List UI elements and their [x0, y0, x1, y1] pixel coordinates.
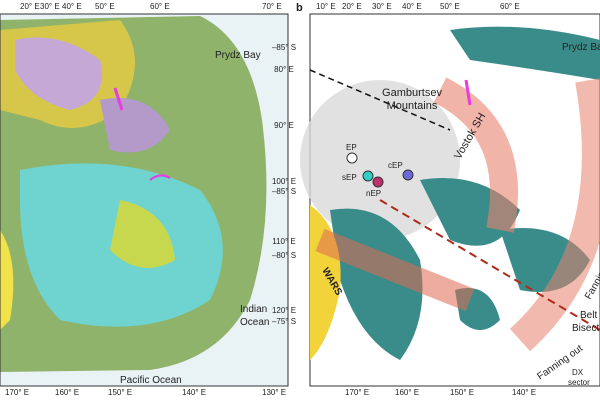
- coast: [0, 230, 14, 330]
- coordinate-label: 90° E: [274, 121, 294, 130]
- coordinate-label: –85° S: [272, 43, 296, 52]
- terrane: [450, 26, 600, 81]
- highland: [110, 200, 175, 268]
- mountains: [100, 98, 170, 153]
- longitude-label: 140° E: [512, 388, 536, 397]
- bisector-line: [379, 199, 600, 331]
- longitude-label: 60° E: [500, 2, 520, 11]
- longitude-label: 70° E: [262, 2, 282, 11]
- panel-label: b: [296, 2, 303, 14]
- pole-label: nEP: [366, 189, 381, 198]
- longitude-label: 40° E: [402, 2, 422, 11]
- place-label: Ocean: [240, 317, 269, 328]
- longitude-label: 150° E: [108, 388, 132, 397]
- panel-a-map: [0, 14, 288, 386]
- longitude-label: 170° E: [5, 388, 29, 397]
- pole-label: cEP: [388, 161, 403, 170]
- place-label: Pacific Ocean: [120, 375, 182, 386]
- panel-a-frame: [0, 13, 289, 387]
- feature-line: [113, 87, 124, 111]
- longitude-label: 140° E: [182, 388, 206, 397]
- feature-line: [149, 174, 171, 181]
- place-label: Gamburtsev: [382, 87, 442, 99]
- panel-a-labels: 20° E 30° E 40° E 50° E 60° E 70° E 170°…: [5, 2, 286, 397]
- belt: [315, 228, 475, 312]
- longitude-label: 40° E: [62, 2, 82, 11]
- longitude-label: 50° E: [440, 2, 460, 11]
- longitude-label: 60° E: [150, 2, 170, 11]
- pole-nep: [372, 176, 384, 188]
- longitude-label: 10° E: [316, 2, 336, 11]
- place-label: Indian: [240, 304, 267, 315]
- coordinate-label: 100° E: [272, 177, 296, 186]
- longitude-label: 150° E: [450, 388, 474, 397]
- place-label: Mountains: [387, 100, 438, 112]
- panel-b-map: [300, 13, 600, 387]
- mountains: [15, 37, 102, 110]
- place-label: Prydz Bay: [562, 42, 600, 53]
- coordinate-label: –80° S: [272, 251, 296, 260]
- coordinate-label: –75° S: [272, 317, 296, 326]
- coordinate-label: 110° E: [272, 237, 296, 246]
- place-label: Prydz Bay: [215, 50, 261, 61]
- coordinate-label: 80° E: [274, 65, 294, 74]
- pole-cep: [402, 169, 414, 181]
- longitude-label: 160° E: [55, 388, 79, 397]
- longitude-label: 130° E: [262, 388, 286, 397]
- longitude-label: 20° E: [20, 2, 40, 11]
- longitude-label: 160° E: [395, 388, 419, 397]
- longitude-label: 20° E: [342, 2, 362, 11]
- pole-label: EP: [346, 143, 357, 152]
- pole-sep: [362, 170, 374, 182]
- pole-ep: [346, 152, 358, 164]
- annotation: sector: [568, 378, 590, 387]
- belt: [433, 77, 518, 233]
- feature-line: [464, 79, 472, 106]
- coordinate-label: –85° S: [272, 187, 296, 196]
- annotation: DX: [572, 368, 584, 377]
- longitude-label: 170° E: [345, 388, 369, 397]
- annotation: Bisector: [572, 323, 600, 334]
- annotation: Belt: [580, 310, 597, 321]
- longitude-label: 50° E: [95, 2, 115, 11]
- pole-region: [300, 80, 460, 240]
- boundary-line: [309, 69, 451, 131]
- longitude-label: 30° E: [40, 2, 60, 11]
- longitude-label: 30° E: [372, 2, 392, 11]
- pole-label: sEP: [342, 173, 357, 182]
- coordinate-label: 120° E: [272, 306, 296, 315]
- belt: [509, 78, 600, 352]
